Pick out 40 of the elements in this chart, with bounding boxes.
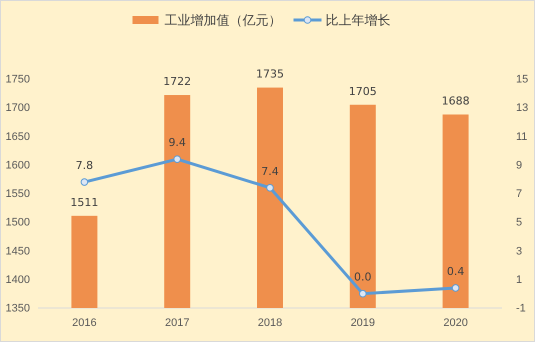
legend-label: 工业增加值（亿元） <box>164 14 282 28</box>
point <box>80 178 88 186</box>
data-label: 7.8 <box>76 159 94 172</box>
data-label: 1688 <box>442 94 470 108</box>
y2-tick-label: 11 <box>516 130 528 143</box>
y-tick-label: 1700 <box>6 102 30 114</box>
point <box>173 155 181 163</box>
data-label: 7.4 <box>261 164 279 178</box>
data-label: 0.0 <box>354 270 372 284</box>
data-label: 1705 <box>348 84 377 98</box>
y2-tick-label: 1 <box>516 274 522 286</box>
legend-label: 比上年增长 <box>326 14 390 28</box>
y2-tick-label: 9 <box>516 159 522 172</box>
x-tick-label: 2017 <box>164 316 190 329</box>
point <box>452 284 460 292</box>
y-tick-label: 1500 <box>6 216 30 229</box>
data-label: 0.4 <box>446 264 464 278</box>
y2-tick-label: 13 <box>516 102 528 114</box>
y2-tick-label: 15 <box>516 74 528 86</box>
y-tick-label: 1350 <box>6 302 30 315</box>
data-label: 1722 <box>163 75 192 88</box>
x-tick-label: 2019 <box>350 316 376 329</box>
y-tick-label: 1650 <box>6 130 30 143</box>
data-label: 1735 <box>256 68 284 81</box>
y2-tick-label: 3 <box>516 245 522 258</box>
y-tick-label: 1400 <box>6 274 30 286</box>
point <box>359 290 367 298</box>
y-tick-label: 1750 <box>6 74 30 86</box>
y2-tick-label: -1 <box>516 302 526 315</box>
point <box>266 184 274 192</box>
y-tick-label: 1600 <box>6 159 30 172</box>
x-tick-label: 2020 <box>443 316 468 329</box>
y2-tick-label: 7 <box>516 188 522 200</box>
data-label: 1511 <box>70 196 98 209</box>
y-tick-label: 1450 <box>6 245 30 258</box>
data-label: 9.4 <box>168 136 186 150</box>
y2-tick-label: 5 <box>516 216 522 229</box>
x-tick-label: 2016 <box>72 316 97 329</box>
y-tick-label: 1550 <box>6 188 30 200</box>
x-tick-label: 2018 <box>258 316 282 329</box>
